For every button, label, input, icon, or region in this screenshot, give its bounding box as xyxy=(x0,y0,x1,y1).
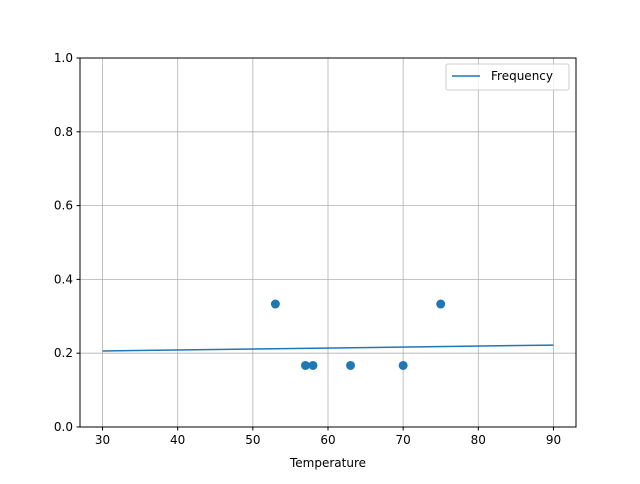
x-tick-label: 90 xyxy=(546,433,561,447)
data-point xyxy=(436,299,446,309)
x-axis-label: Temperature xyxy=(289,456,366,470)
x-tick-label: 30 xyxy=(95,433,110,447)
data-point xyxy=(346,360,356,370)
plot-marks xyxy=(102,299,554,370)
data-point xyxy=(308,360,318,370)
y-tick-label: 1.0 xyxy=(54,51,73,65)
legend: Frequency xyxy=(445,63,570,91)
y-tick-label: 0.2 xyxy=(54,346,73,360)
y-tick-label: 0.0 xyxy=(54,420,73,434)
legend-box xyxy=(445,63,570,91)
x-tick-label: 40 xyxy=(170,433,185,447)
y-tick-label: 0.6 xyxy=(54,199,73,213)
x-tick-label: 50 xyxy=(245,433,260,447)
legend-label: Frequency xyxy=(491,69,553,83)
grid xyxy=(80,57,576,428)
y-tick-label: 0.8 xyxy=(54,125,73,139)
data-point xyxy=(398,360,408,370)
x-tick-label: 70 xyxy=(396,433,411,447)
x-tick-label: 80 xyxy=(471,433,486,447)
y-tick-label: 0.4 xyxy=(54,272,73,286)
ticks: 30 40 50 60 70 80 90 0.0 0.2 0.4 0.6 0.8 1.0 xyxy=(54,51,561,447)
data-point xyxy=(300,360,310,370)
frequency-line xyxy=(102,344,554,352)
x-tick-label: 60 xyxy=(320,433,335,447)
data-point xyxy=(270,299,280,309)
